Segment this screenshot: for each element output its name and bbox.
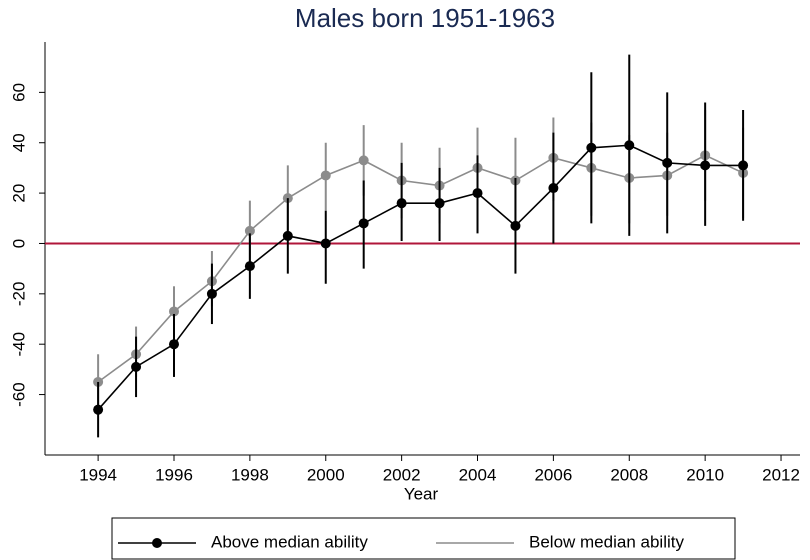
legend-label: Below median ability [529,532,684,551]
y-tick-label: 20 [9,184,28,203]
y-tick-label: 0 [9,239,28,248]
series-line [97,154,744,383]
y-tick-label: -40 [9,332,28,357]
point [738,160,749,171]
x-tick-label: 1994 [79,465,117,484]
point [548,183,559,194]
point [358,218,369,229]
point [282,230,293,241]
legend-box [111,517,736,560]
point [396,198,407,209]
point [700,160,711,171]
point [624,140,635,151]
point [358,155,369,166]
x-tick-label: 2002 [383,465,421,484]
point [244,261,255,272]
point [244,225,255,236]
point [320,238,331,249]
point [93,404,104,415]
y-tick-label: 60 [9,83,28,102]
y-tick-label: -20 [9,282,28,307]
point [662,157,673,168]
point [168,339,179,350]
y-tick-label: -60 [9,382,28,407]
point [206,288,217,299]
legend-label: Above median ability [211,532,368,551]
point [472,188,483,199]
x-tick-label: 2004 [459,465,497,484]
point [510,220,521,231]
x-tick-label: 1996 [155,465,193,484]
point [586,142,597,153]
point [434,198,445,209]
x-tick-label: 2006 [534,465,572,484]
legend-marker [152,538,162,548]
x-tick-label: 2008 [610,465,648,484]
x-tick-label: 2010 [686,465,724,484]
point [320,170,331,181]
chart-title: Males born 1951-1963 [295,3,555,33]
x-tick-label: 2000 [307,465,345,484]
x-axis-label: Year [404,484,439,503]
x-tick-label: 2012 [762,465,800,484]
x-tick-label: 1998 [231,465,269,484]
point [168,306,179,317]
series-line [97,144,744,411]
y-tick-label: 40 [9,133,28,152]
point [131,361,142,372]
